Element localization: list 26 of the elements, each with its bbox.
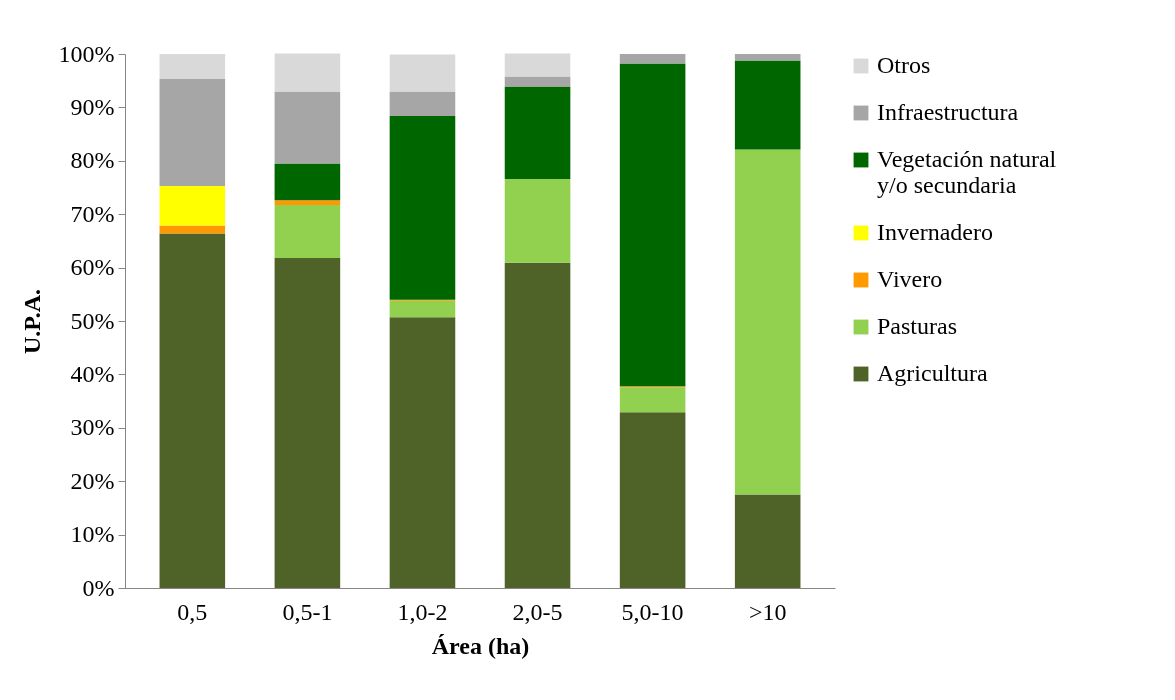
- legend-label: Otros: [877, 52, 931, 78]
- x-tick-label: 5,0-10: [621, 598, 684, 625]
- y-tick-label: 0%: [82, 574, 115, 601]
- y-axis-title: U.P.A.: [18, 288, 45, 355]
- y-tick-label: 60%: [70, 254, 115, 281]
- x-tick-label: 1,0-2: [397, 598, 448, 625]
- legend-label: Pasturas: [877, 313, 957, 339]
- y-tick-label: 40%: [70, 360, 115, 387]
- legend-label: Vivero: [877, 266, 943, 292]
- y-tick-label: 80%: [70, 147, 115, 174]
- x-tick-label: >10: [748, 598, 787, 625]
- y-tick-label: 30%: [70, 414, 115, 441]
- x-tick-label: 2,0-5: [512, 598, 563, 625]
- x-tick-label: 0,5-1: [282, 598, 333, 625]
- y-tick-label: 100%: [58, 40, 115, 67]
- x-tick-label: 0,5: [177, 598, 208, 625]
- legend-label: Infraestructura: [877, 99, 1019, 125]
- legend-label: Invernadero: [877, 219, 993, 245]
- legend-label: Agricultura: [877, 360, 988, 386]
- y-tick-label: 50%: [70, 307, 115, 334]
- y-tick-label: 20%: [70, 467, 115, 494]
- y-tick-label: 10%: [70, 521, 115, 548]
- legend-label: Vegetación natural y/o secundaria: [877, 146, 1057, 198]
- y-tick-label: 90%: [70, 93, 115, 120]
- y-tick-label: 70%: [70, 200, 115, 227]
- x-axis-title: Área (ha): [431, 632, 530, 659]
